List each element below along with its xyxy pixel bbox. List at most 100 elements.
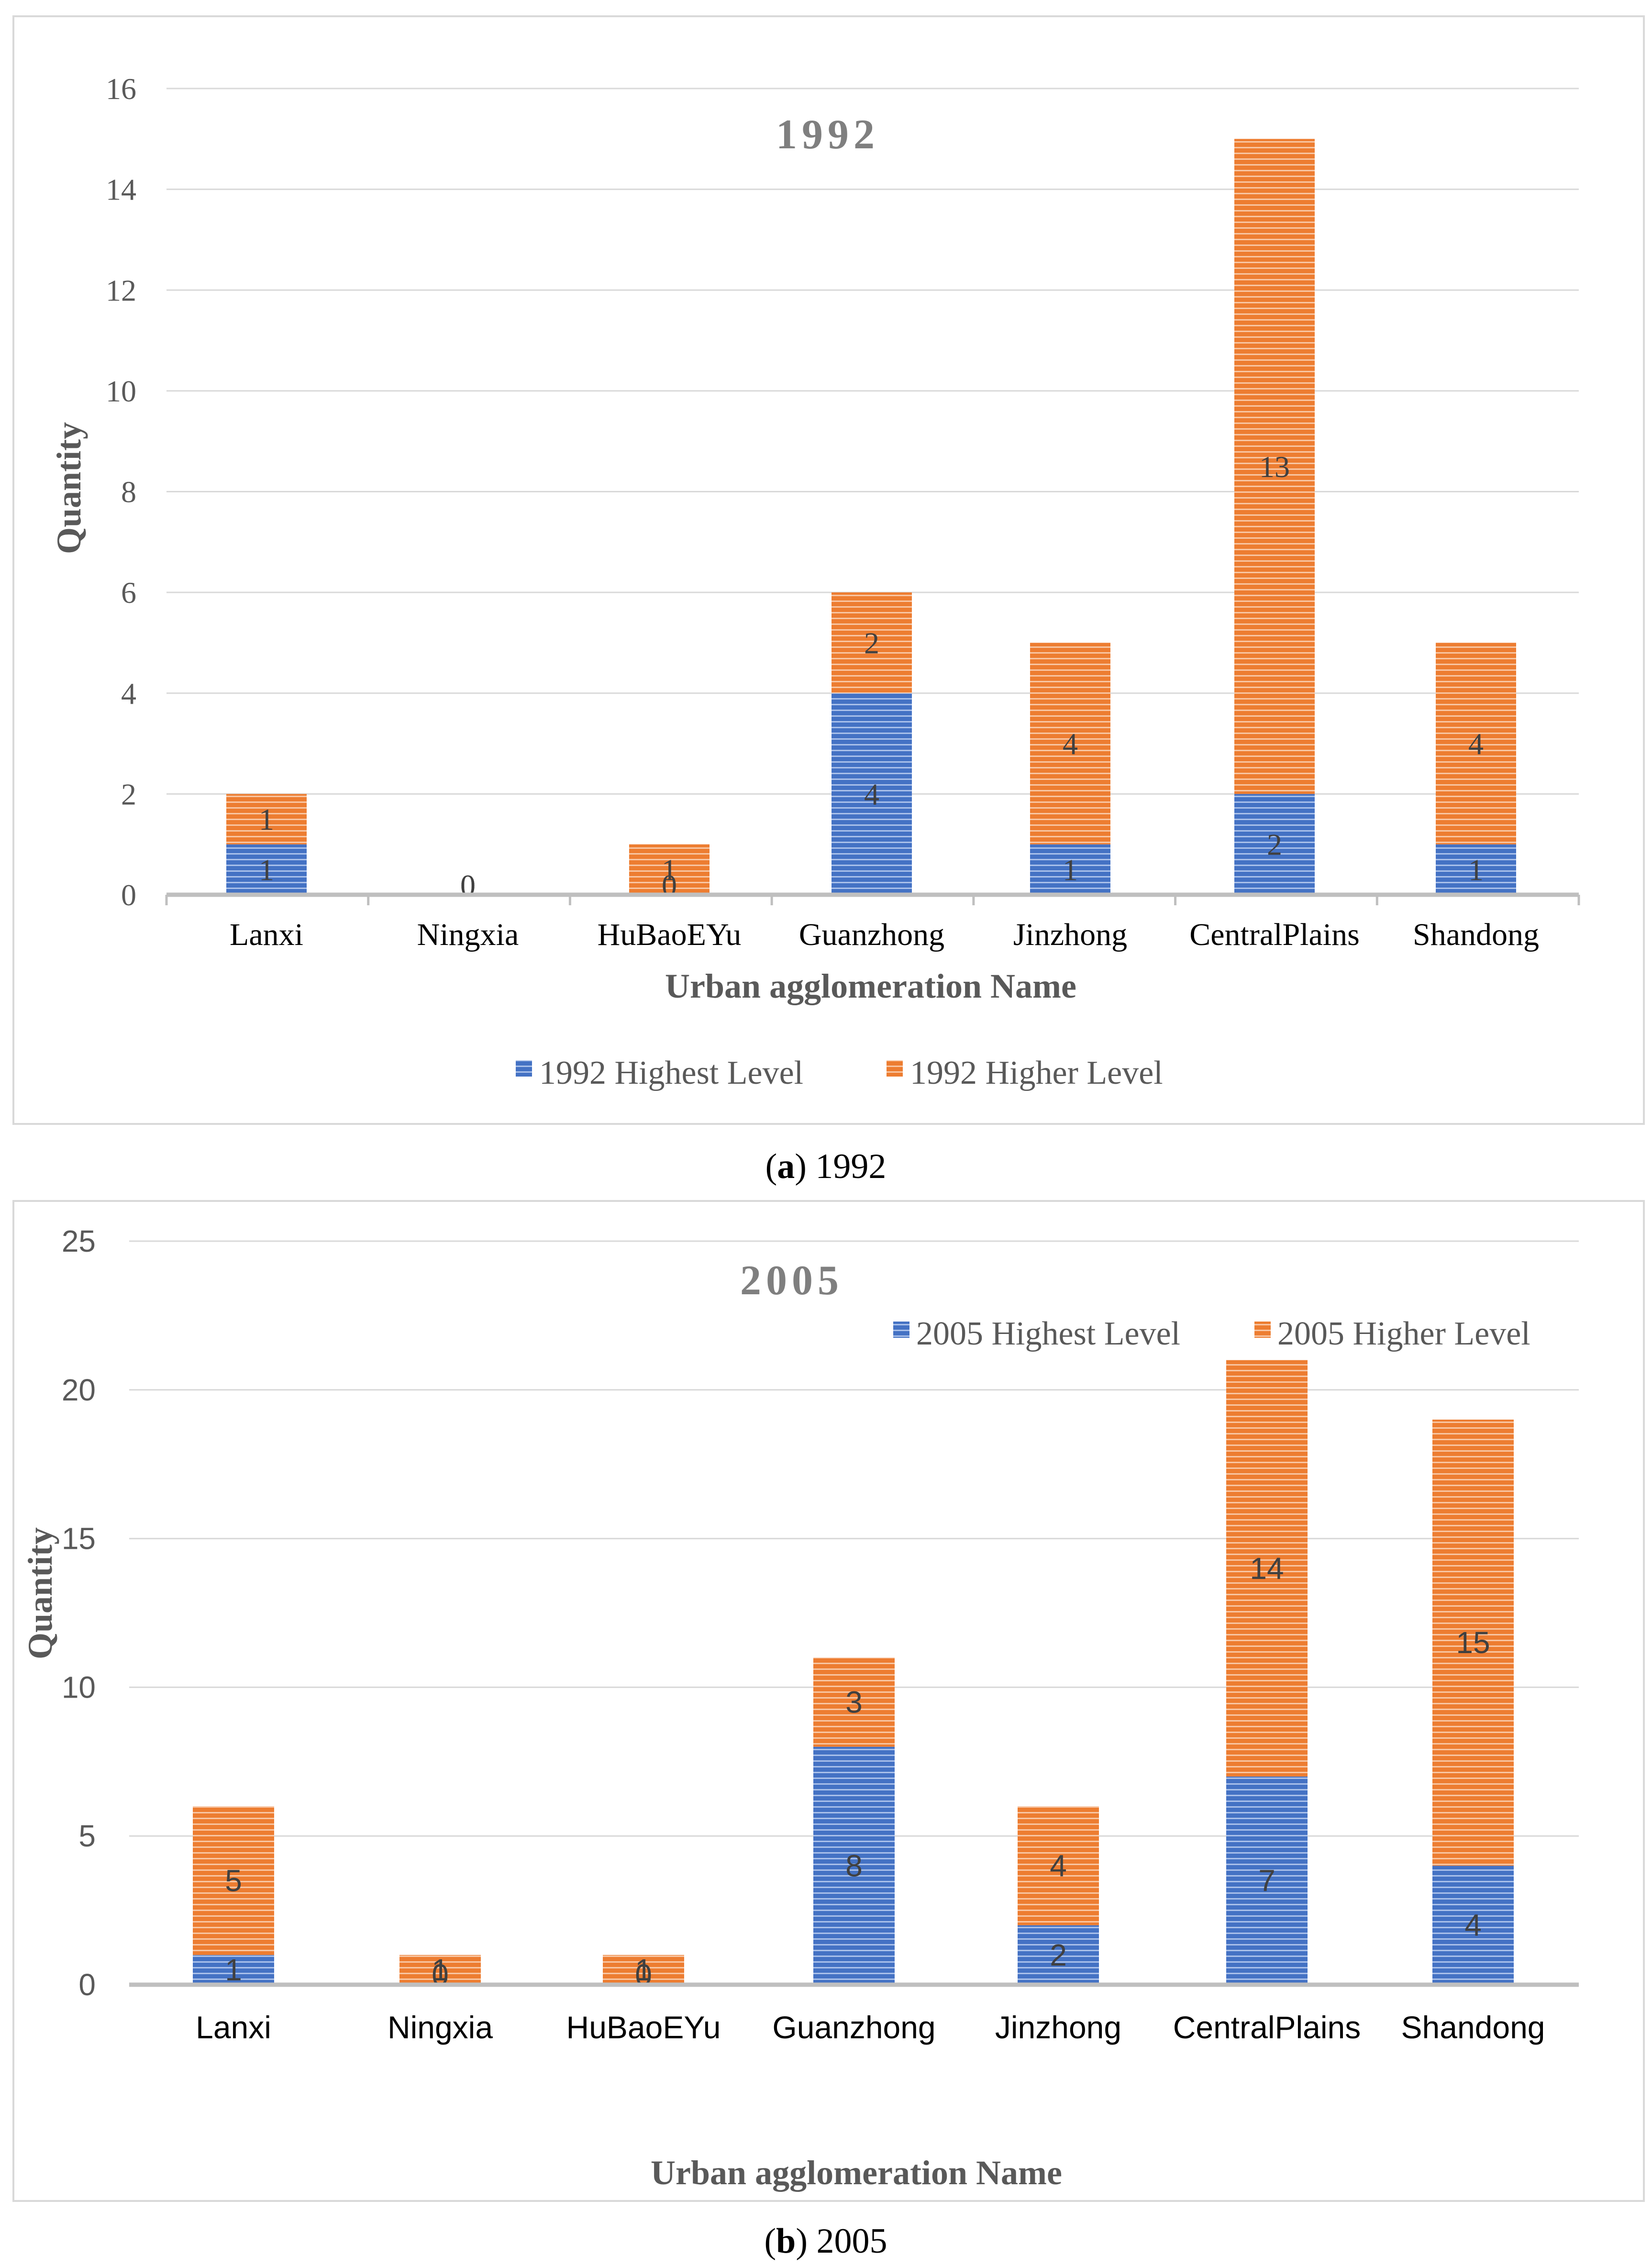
data-label-1992-higher-jinzhong: 4 (1063, 727, 1078, 761)
y-tick-label: 0 (121, 878, 136, 912)
data-label-1992-highest-guanzhong: 4 (864, 777, 879, 811)
x-tick-label-ningxia: Ningxia (388, 2010, 493, 2045)
bar-2005-highest-centralplains (1226, 1776, 1308, 1985)
y-tick-label: 6 (121, 576, 136, 610)
bar-1992-highest-lanxi (226, 844, 307, 895)
y-tick-label: 2 (121, 777, 136, 811)
caption-a-letter: a (777, 1147, 795, 1186)
data-label-1992-higher-shandong: 4 (1468, 727, 1484, 761)
y-tick-label: 8 (121, 475, 136, 509)
x-tick-label-lanxi: Lanxi (196, 2010, 271, 2045)
bar-2005-higher-ningxia (399, 1955, 481, 1985)
data-label-1992-higher-ningxia: 0 (460, 868, 476, 902)
data-label-2005-higher-centralplains: 14 (1250, 1551, 1284, 1586)
chart-1992-x-axis-title: Urban agglomeration Name (665, 967, 1076, 1005)
chart-2005-bars (193, 1360, 1514, 1985)
chart-1992-x-ticks: Lanxi Ningxia HuBaoEYu Guanzhong Jinzhong Cen… (230, 917, 1539, 952)
legend-swatch-2005-higher (1254, 1322, 1271, 1338)
y-tick-label: 15 (62, 1522, 96, 1556)
bar-2005-higher-jinzhong (1018, 1806, 1099, 1925)
data-label-2005-higher-guanzhong: 3 (845, 1685, 863, 1719)
y-tick-label: 25 (62, 1224, 96, 1258)
chart-1992-y-axis-title: Quantity (50, 422, 88, 554)
caption-b: (b) 2005 (765, 2222, 887, 2261)
chart-2005-x-ticks: Lanxi Ningxia HuBaoEYu Guanzhong Jinzhong Cen… (196, 2010, 1545, 2045)
bar-1992-higher-shandong (1436, 643, 1516, 845)
caption-b-text: ) 2005 (796, 2222, 887, 2261)
x-tick-label-jinzhong: Jinzhong (995, 2010, 1121, 2045)
data-label-1992-higher-centralplains: 13 (1259, 450, 1290, 484)
y-tick-label: 10 (62, 1670, 96, 1704)
bar-1992-highest-shandong (1436, 844, 1516, 895)
caption-b-letter: b (776, 2222, 796, 2261)
data-label-2005-highest-jinzhong: 2 (1050, 1938, 1067, 1972)
bar-2005-highest-jinzhong (1018, 1925, 1099, 1985)
data-label-2005-highest-shandong: 4 (1464, 1908, 1482, 1943)
x-tick-label-hubaoeyu: HuBaoEYu (566, 2010, 721, 2045)
legend-swatch-1992-highest (516, 1060, 532, 1077)
data-label-1992-higher-guanzhong: 2 (864, 626, 879, 660)
legend-swatch-1992-higher (887, 1060, 903, 1077)
data-label-2005-higher-ningxia: 1 (432, 1953, 449, 1987)
bar-1992-higher-guanzhong (832, 592, 912, 693)
caption-a: (a) 1992 (765, 1147, 887, 1186)
data-label-1992-highest-jinzhong: 1 (1063, 853, 1078, 887)
data-label-1992-highest-centralplains: 2 (1267, 828, 1282, 862)
chart-2005-y-ticks: 0 5 10 15 20 25 (62, 1224, 96, 2002)
x-tick-label-ningxia: Ningxia (417, 917, 519, 952)
y-tick-label: 12 (106, 273, 136, 307)
bar-2005-highest-guanzhong (813, 1746, 895, 1985)
chart-1992-frame (12, 15, 1645, 1125)
chart-1992-y-ticks: 0 2 4 6 8 10 12 14 16 (106, 72, 136, 912)
y-tick-label: 20 (62, 1373, 96, 1407)
y-tick-label: 0 (78, 1967, 96, 2002)
data-label-1992-higher-hubaoeyu: 1 (662, 853, 677, 887)
x-tick-label-shandong: Shandong (1413, 917, 1539, 952)
bar-2005-higher-centralplains (1226, 1360, 1308, 1777)
caption-a-text: ) 1992 (795, 1147, 886, 1186)
x-tick-label-hubaoeyu: HuBaoEYu (598, 917, 742, 952)
chart-2005-title: 2005 (740, 1257, 843, 1304)
bar-2005-higher-guanzhong (813, 1657, 895, 1747)
data-label-2005-highest-guanzhong: 8 (845, 1848, 863, 1883)
bar-2005-highest-shandong (1432, 1866, 1514, 1985)
y-tick-label: 5 (78, 1819, 96, 1853)
bar-2005-higher-shandong (1432, 1419, 1514, 1866)
x-tick-label-jinzhong: Jinzhong (1013, 917, 1127, 952)
x-tick-label-lanxi: Lanxi (230, 917, 303, 952)
bar-2005-higher-hubaoeyu (603, 1955, 684, 1985)
legend-swatch-2005-highest (893, 1322, 909, 1338)
legend-label-1992-highest: 1992 Highest Level (539, 1055, 803, 1091)
chart-2005-y-axis-title: Quantity (21, 1527, 59, 1659)
bar-1992-highest-centralplains (1234, 794, 1315, 895)
bar-1992-highest-guanzhong (832, 693, 912, 895)
x-tick-label-centralplains: CentralPlains (1189, 917, 1360, 952)
y-tick-label: 14 (106, 173, 136, 207)
chart-2005-legend: 2005 Highest Level 2005 Higher Level (893, 1315, 1530, 1352)
bar-2005-higher-lanxi (193, 1806, 274, 1955)
chart-2005-x-axis-title: Urban agglomeration Name (651, 2154, 1062, 2192)
data-label-2005-higher-jinzhong: 4 (1050, 1848, 1067, 1883)
y-tick-label: 4 (121, 677, 136, 711)
data-label-1992-highest-shandong: 1 (1468, 853, 1484, 887)
data-label-1992-highest-lanxi: 1 (259, 853, 274, 887)
x-tick-label-centralplains: CentralPlains (1173, 2010, 1361, 2045)
bar-1992-highest-jinzhong (1030, 844, 1110, 895)
data-label-1992-higher-lanxi: 1 (259, 802, 274, 836)
legend-label-2005-highest: 2005 Highest Level (916, 1315, 1180, 1352)
data-label-2005-higher-shandong: 15 (1456, 1625, 1490, 1660)
y-tick-label: 16 (106, 72, 136, 106)
chart-1992-x-axis (165, 892, 1580, 905)
data-label-2005-higher-lanxi: 5 (225, 1863, 242, 1898)
data-label-2005-highest-centralplains: 7 (1258, 1863, 1275, 1898)
x-tick-label-guanzhong: Guanzhong (772, 2010, 935, 2045)
data-label-2005-higher-hubaoeyu: 1 (635, 1953, 652, 1987)
legend-label-1992-higher: 1992 Higher Level (910, 1055, 1163, 1091)
bar-1992-higher-jinzhong (1030, 643, 1110, 845)
chart-1992-title: 1992 (776, 111, 879, 158)
bar-2005-highest-lanxi (193, 1955, 274, 1985)
